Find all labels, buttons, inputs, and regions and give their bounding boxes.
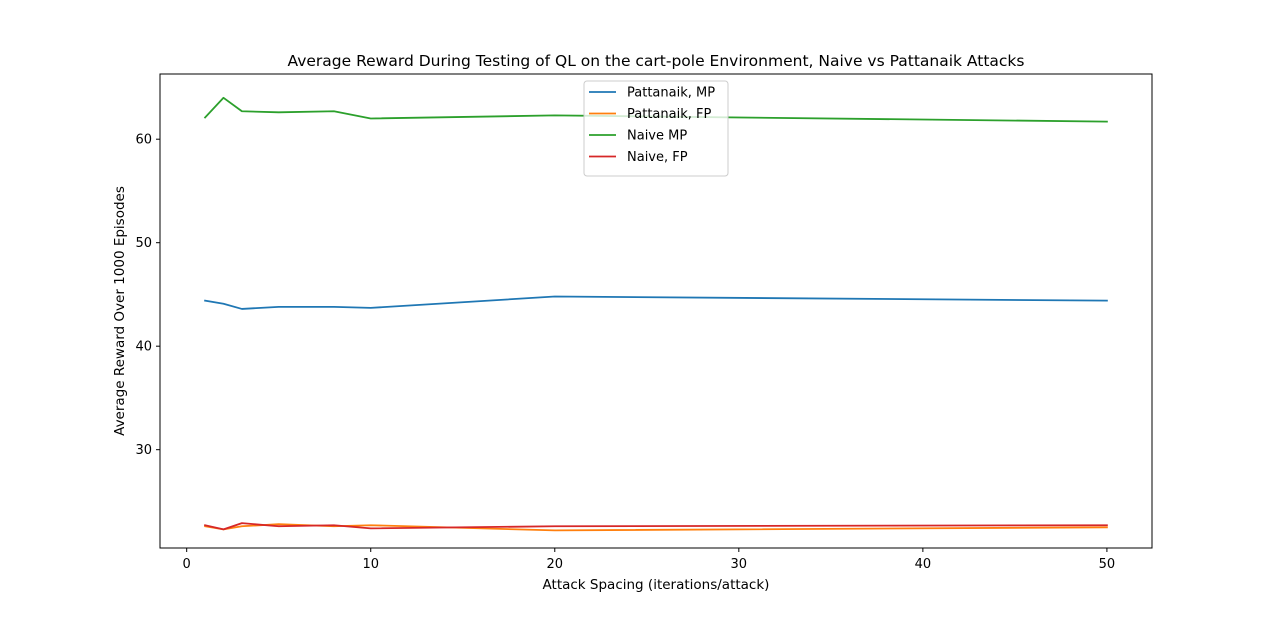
chart-title: Average Reward During Testing of QL on t…: [288, 52, 1025, 70]
legend-box: [583, 80, 729, 177]
x-tick-label-4: 40: [915, 557, 932, 572]
y-axis-label: Average Reward Over 1000 Episodes: [112, 186, 128, 436]
legend-label-1: Pattanaik, FP: [627, 107, 711, 122]
y-tick-label-2: 50: [135, 236, 152, 251]
x-axis-ticks: 0 10 20 30 40 50: [183, 548, 1116, 572]
x-tick-label-2: 20: [547, 557, 564, 572]
y-axis-ticks: 30 40 50 60: [135, 133, 160, 458]
plot-frame: [159, 73, 1153, 549]
x-tick-label-3: 30: [731, 557, 748, 572]
series-line-3: [204, 522, 1108, 531]
x-tick-label-1: 10: [362, 557, 379, 572]
x-axis-label: Attack Spacing (iterations/attack): [543, 577, 770, 593]
x-tick-label-5: 50: [1099, 557, 1116, 572]
series-line-0: [204, 295, 1108, 310]
legend-label-0: Pattanaik, MP: [627, 86, 715, 101]
plot-lines: [203, 96, 1108, 532]
x-tick-label-0: 0: [183, 557, 191, 572]
y-tick-label-3: 60: [135, 133, 152, 148]
y-tick-label-0: 30: [135, 443, 152, 458]
legend-label-2: Naive MP: [627, 129, 687, 144]
legend-label-3: Naive, FP: [627, 150, 688, 165]
series-line-2: [203, 96, 1108, 123]
legend: Pattanaik, MP Pattanaik, FP Naive MP Naive,…: [583, 80, 729, 177]
y-tick-label-1: 40: [135, 340, 152, 355]
